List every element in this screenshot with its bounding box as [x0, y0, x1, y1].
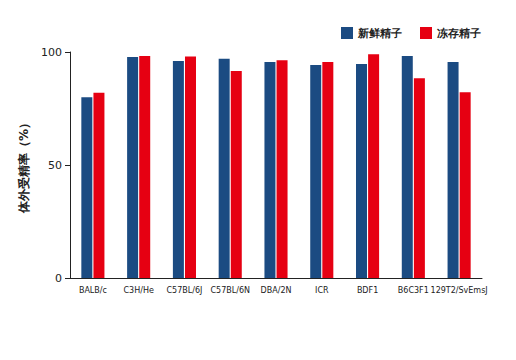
- svg-text:100: 100: [41, 46, 62, 59]
- svg-text:冻存精子: 冻存精子: [437, 27, 481, 40]
- svg-text:新鲜精子: 新鲜精子: [357, 27, 402, 40]
- svg-text:ICR: ICR: [315, 286, 329, 295]
- svg-text:0: 0: [55, 272, 62, 285]
- svg-text:B6C3F1: B6C3F1: [398, 286, 429, 295]
- svg-text:C3H/He: C3H/He: [124, 286, 154, 295]
- svg-text:129T2/SvEmsJ: 129T2/SvEmsJ: [431, 286, 488, 295]
- svg-text:DBA/2N: DBA/2N: [261, 286, 292, 295]
- svg-text:体外受精率（%）: 体外受精率（%）: [17, 117, 31, 214]
- svg-text:C57BL/6J: C57BL/6J: [167, 286, 203, 295]
- svg-text:BALB/c: BALB/c: [79, 286, 107, 295]
- svg-text:C57BL/6N: C57BL/6N: [210, 286, 249, 295]
- svg-text:BDF1: BDF1: [357, 286, 378, 295]
- svg-text:50: 50: [48, 159, 62, 172]
